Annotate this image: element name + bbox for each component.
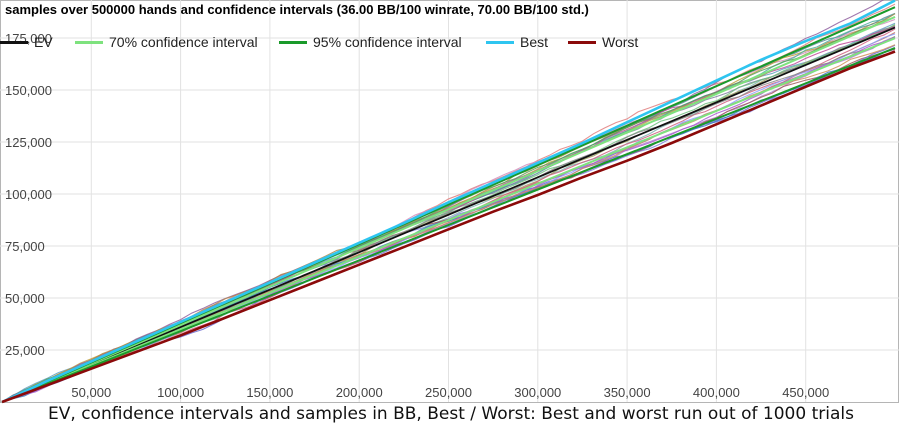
legend-swatch-95-ci [279, 40, 307, 44]
legend-item-best: Best [486, 33, 548, 51]
x-tick-label: 150,000 [246, 385, 293, 400]
x-tick-label: 400,000 [693, 385, 740, 400]
legend-item-95-ci: 95% confidence interval [279, 33, 462, 51]
legend-label-95-ci: 95% confidence interval [313, 34, 462, 50]
series-layer [1, 0, 896, 404]
legend-item-ev: EV [0, 33, 53, 51]
x-tick-label: 450,000 [782, 385, 829, 400]
y-tick-label: 100,000 [5, 187, 52, 202]
legend-swatch-70-ci [75, 40, 103, 44]
legend-swatch-ev [0, 40, 28, 44]
x-tick-label: 200,000 [336, 385, 383, 400]
y-tick-label: 75,000 [5, 239, 45, 254]
y-tick-label: 150,000 [5, 83, 52, 98]
series-line-worst [1, 50, 896, 404]
series-line-ev [1, 26, 896, 403]
legend-swatch-best [486, 40, 514, 44]
chart-caption: EV, confidence intervals and samples in … [48, 404, 854, 424]
y-tick-label: 125,000 [5, 135, 52, 150]
legend-swatch-worst [568, 40, 596, 44]
x-tick-label: 300,000 [514, 385, 561, 400]
legend-label-70-ci: 70% confidence interval [109, 34, 258, 50]
y-tick-labels: 25,00050,00075,000100,000125,000150,0001… [5, 31, 52, 358]
legend-label-ev: EV [34, 34, 53, 50]
series-line-70-confidence-interval [1, 37, 896, 403]
x-tick-label: 250,000 [425, 385, 472, 400]
legend-label-best: Best [520, 34, 549, 50]
y-tick-label: 25,000 [5, 343, 45, 358]
chart-title: samples over 500000 hands and confidence… [5, 2, 589, 17]
legend-label-worst: Worst [602, 34, 639, 50]
legend-item-70-ci: 70% confidence interval [75, 33, 258, 51]
legend-item-worst: Worst [568, 33, 638, 51]
x-tick-label: 350,000 [604, 385, 651, 400]
series-line-95-confidence-interval [1, 47, 896, 403]
x-tick-label: 50,000 [71, 385, 111, 400]
y-tick-label: 50,000 [5, 291, 45, 306]
x-tick-labels: 50,000 100,000 150,000 200,000 250,000 300,00… [71, 385, 829, 400]
series-line-70-confidence-interval [1, 16, 896, 403]
grid-layer [0, 0, 899, 402]
series-line-best [1, 0, 896, 404]
x-tick-label: 100,000 [157, 385, 204, 400]
chart-svg: 25,000 50,000 75,000 100,000 125,000 150,000 1… [0, 0, 899, 404]
